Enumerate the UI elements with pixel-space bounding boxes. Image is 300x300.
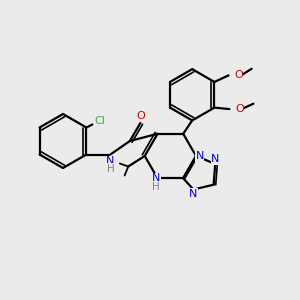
Text: H: H [152,182,160,192]
Text: N: N [152,173,160,183]
Text: O: O [136,111,145,122]
Text: N: N [195,151,204,161]
Text: Cl: Cl [94,116,105,126]
Text: H: H [106,164,114,174]
Text: N: N [189,189,198,199]
Text: N: N [106,156,115,166]
Text: N: N [211,154,219,164]
Text: O: O [234,70,243,80]
Text: O: O [235,104,244,114]
